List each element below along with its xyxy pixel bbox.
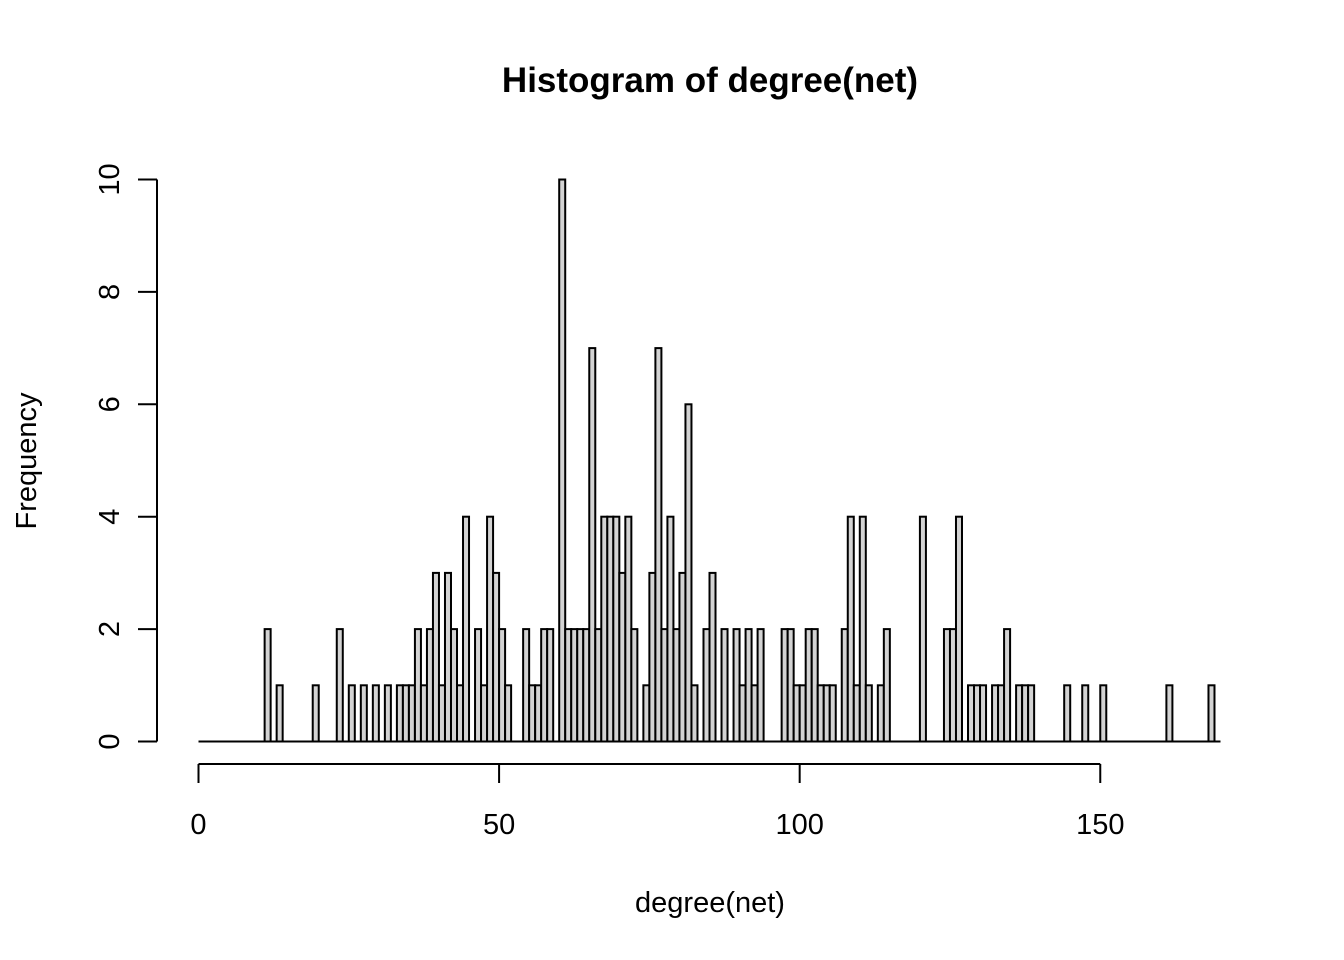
y-axis-ticks: 0 2 4 6 8 10 <box>94 163 157 750</box>
histogram-bar <box>275 684 284 743</box>
histogram-bar <box>311 684 320 743</box>
histogram-bar <box>690 684 699 743</box>
histogram-bar <box>858 515 867 743</box>
y-axis-label: Frequency <box>11 392 43 530</box>
histogram-bar <box>383 684 392 743</box>
y-tick-label: 6 <box>94 396 126 412</box>
histogram-bar <box>708 571 717 743</box>
y-tick-label: 8 <box>94 284 126 300</box>
histogram-bar <box>371 684 380 743</box>
histogram-bar <box>335 628 344 743</box>
histogram-bar <box>359 684 368 743</box>
histogram-bar <box>588 347 597 743</box>
y-tick-label: 0 <box>94 733 126 749</box>
y-tick-label: 10 <box>94 163 126 195</box>
histogram-bar <box>684 403 693 743</box>
histogram-bar <box>504 684 513 743</box>
histogram-bar <box>846 515 855 743</box>
histogram-bar <box>864 684 873 743</box>
histogram-bar <box>630 628 639 743</box>
histogram-bar <box>1081 684 1090 743</box>
histogram-bar <box>431 571 440 743</box>
histogram-bar <box>654 347 663 743</box>
x-tick-label: 50 <box>483 809 515 841</box>
histogram-bar <box>462 515 471 743</box>
histogram-bars <box>263 178 1216 743</box>
x-tick-label: 150 <box>1076 809 1124 841</box>
chart-title: Histogram of degree(net) <box>502 61 918 100</box>
histogram-bar <box>263 628 272 743</box>
histogram-bar <box>1165 684 1174 743</box>
histogram-bar <box>954 515 963 743</box>
histogram-bar <box>558 178 567 743</box>
histogram-bar <box>1207 684 1216 743</box>
histogram-bar <box>546 628 555 743</box>
histogram-bar <box>1063 684 1072 743</box>
histogram-bar <box>918 515 927 743</box>
y-tick-label: 4 <box>94 509 126 525</box>
x-tick-label: 100 <box>775 809 823 841</box>
histogram-bar <box>720 628 729 743</box>
x-axis: 0 50 100 150 <box>190 763 1124 841</box>
y-tick-label: 2 <box>94 621 126 637</box>
histogram-bar <box>882 628 891 743</box>
histogram-bar <box>1099 684 1108 743</box>
histogram-bar <box>979 684 988 743</box>
histogram-bar <box>1027 684 1036 743</box>
y-axis: 0 2 4 6 8 10 <box>94 163 158 750</box>
histogram-bar <box>828 684 837 743</box>
x-tick-label: 0 <box>190 809 206 841</box>
x-axis-ticks: 0 50 100 150 <box>190 764 1124 841</box>
histogram-bar <box>347 684 356 743</box>
x-axis-label: degree(net) <box>635 887 785 919</box>
histogram-bar <box>1003 628 1012 743</box>
histogram-bar <box>756 628 765 743</box>
